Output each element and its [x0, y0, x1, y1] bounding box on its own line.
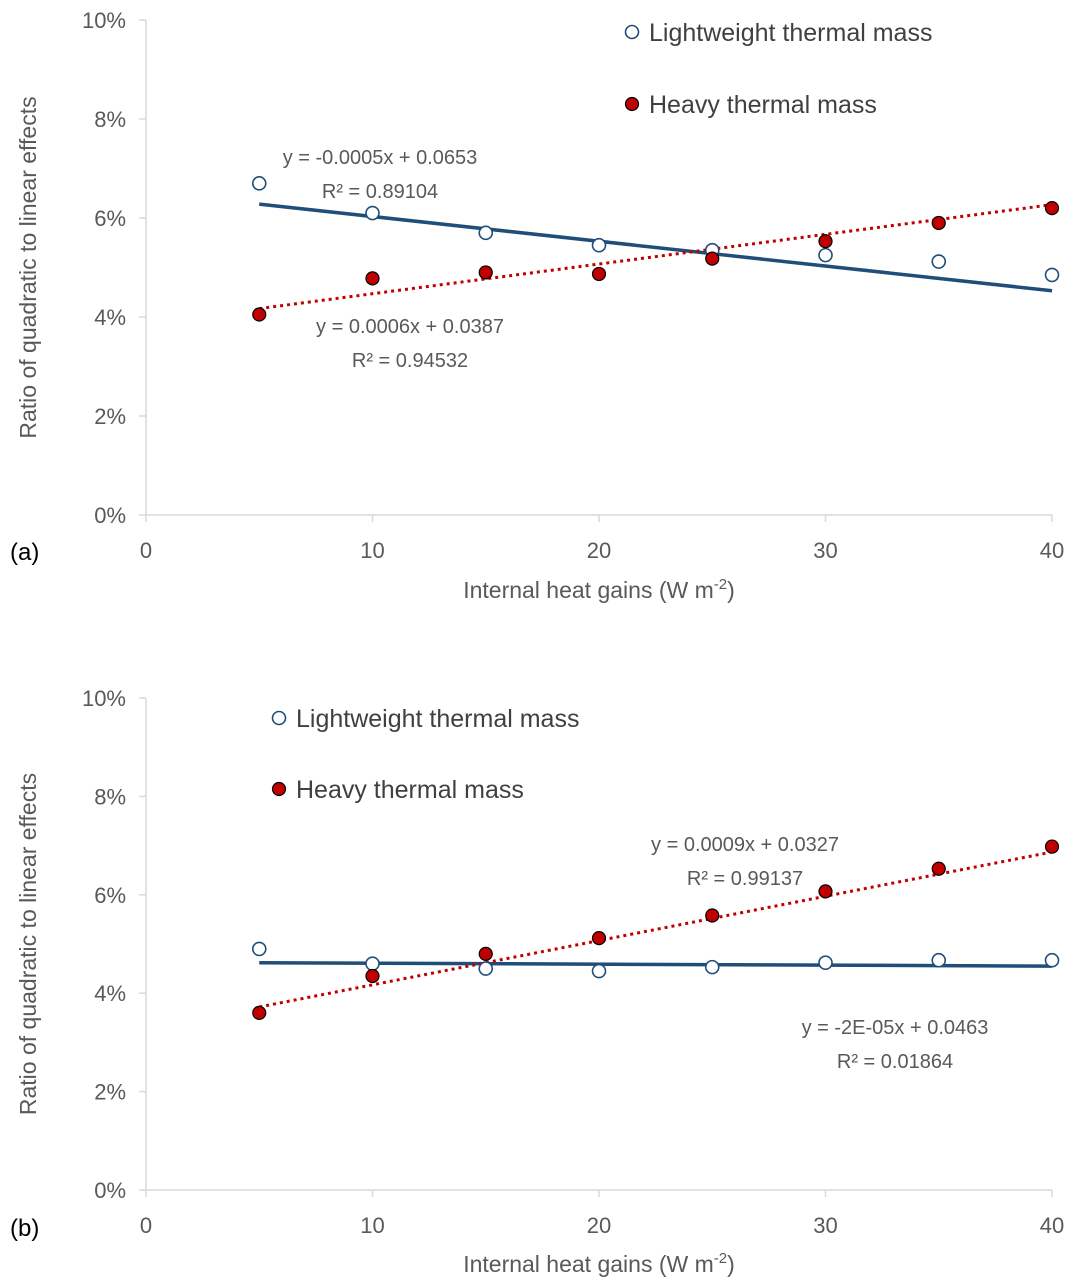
legend-label-heavy: Heavy thermal mass [296, 776, 524, 804]
x-tick-label: 30 [813, 538, 837, 563]
legend-marker-lightweight [624, 24, 640, 40]
x-axis-title: Internal heat gains (W m-2) [463, 576, 735, 603]
panel-label: (b) [10, 1215, 39, 1242]
trendline-equation-heavy: y = 0.0009x + 0.0327 [651, 834, 839, 856]
data-point-lightweight [365, 205, 380, 221]
y-tick-label: 4% [94, 305, 126, 330]
legend-label-lightweight: Lightweight thermal mass [649, 19, 932, 47]
trendline-r2-heavy: R² = 0.99137 [687, 868, 803, 890]
data-point-heavy [818, 234, 833, 249]
data-point-heavy [252, 307, 267, 322]
data-point-heavy [705, 908, 720, 923]
trendline-r2-heavy: R² = 0.94532 [352, 350, 468, 372]
trendline-lightweight [259, 960, 1053, 968]
data-point-heavy [931, 215, 946, 231]
y-tick-label: 2% [94, 1080, 126, 1105]
y-tick-label: 6% [94, 206, 126, 231]
data-point-heavy [252, 1005, 267, 1020]
x-tick-label: 30 [813, 1213, 837, 1238]
data-point-lightweight [704, 959, 720, 975]
y-tick-label: 6% [94, 883, 126, 908]
panel-label: (a) [10, 539, 39, 566]
data-point-heavy [1044, 839, 1060, 854]
legend-marker-heavy [271, 781, 287, 797]
x-tick-label: 40 [1040, 538, 1064, 563]
data-point-heavy [705, 251, 720, 266]
trendline-r2-lightweight: R² = 0.89104 [322, 181, 438, 203]
data-point-lightweight [931, 254, 947, 269]
data-point-lightweight [818, 247, 833, 263]
y-tick-label: 0% [94, 503, 126, 528]
y-tick-label: 8% [94, 107, 126, 132]
data-point-lightweight [818, 955, 833, 970]
data-point-heavy [478, 265, 493, 280]
x-tick-label: 0 [140, 538, 152, 563]
trendline-heavy [258, 850, 1053, 1009]
y-tick-label: 4% [94, 981, 126, 1006]
y-tick-label: 8% [94, 784, 126, 809]
data-point-heavy [478, 946, 493, 961]
y-tick-label: 10% [82, 686, 126, 711]
legend-label-heavy: Heavy thermal mass [649, 91, 877, 119]
data-point-lightweight [251, 176, 267, 191]
trendline-lightweight [259, 202, 1053, 293]
data-point-lightweight [478, 961, 494, 976]
y-axis-title: Ratio of quadratic to linear effects [15, 773, 41, 1115]
legend-marker-heavy [624, 96, 640, 112]
data-point-heavy [365, 968, 380, 984]
y-tick-label: 10% [82, 8, 126, 33]
x-tick-label: 20 [587, 538, 611, 563]
x-tick-label: 10 [360, 1213, 384, 1238]
x-tick-label: 40 [1040, 1213, 1064, 1238]
data-point-lightweight [591, 963, 607, 979]
x-tick-label: 20 [587, 1213, 611, 1238]
chart-panel-a: 0% 2% 4% 6% 8% 10% 0 10 20 30 40 Internal heat gain… [10, 8, 1064, 603]
data-point-heavy [365, 271, 380, 286]
data-point-heavy [931, 861, 946, 876]
y-tick-label: 0% [94, 1178, 126, 1203]
data-point-lightweight [1044, 952, 1060, 968]
x-axis-title: Internal heat gains (W m-2) [463, 1250, 735, 1277]
y-tick-label: 2% [94, 404, 126, 429]
data-point-heavy [818, 884, 833, 899]
data-point-lightweight [478, 225, 494, 241]
data-point-lightweight [591, 237, 607, 253]
data-point-lightweight [931, 952, 947, 968]
x-tick-label: 0 [140, 1213, 152, 1238]
data-point-lightweight [251, 941, 267, 957]
trendline-equation-lightweight: y = -2E-05x + 0.0463 [802, 1017, 989, 1039]
data-point-lightweight [365, 956, 380, 971]
trendline-equation-heavy: y = 0.0006x + 0.0387 [316, 316, 504, 338]
trendline-heavy [259, 203, 1053, 311]
data-point-heavy [591, 266, 607, 282]
data-point-lightweight [1044, 267, 1060, 283]
y-axis-title: Ratio of quadratic to linear effects [15, 96, 41, 438]
legend-marker-lightweight [271, 710, 287, 726]
trendline-equation-lightweight: y = -0.0005x + 0.0653 [283, 147, 478, 169]
trendline-r2-lightweight: R² = 0.01864 [837, 1051, 953, 1073]
data-point-heavy [591, 930, 607, 946]
chart-panel-b: 0% 2% 4% 6% 8% 10% 0 10 20 30 40 Internal heat gain… [10, 686, 1064, 1277]
legend-label-lightweight: Lightweight thermal mass [296, 705, 579, 733]
data-point-heavy [1044, 201, 1060, 216]
x-tick-label: 10 [360, 538, 384, 563]
